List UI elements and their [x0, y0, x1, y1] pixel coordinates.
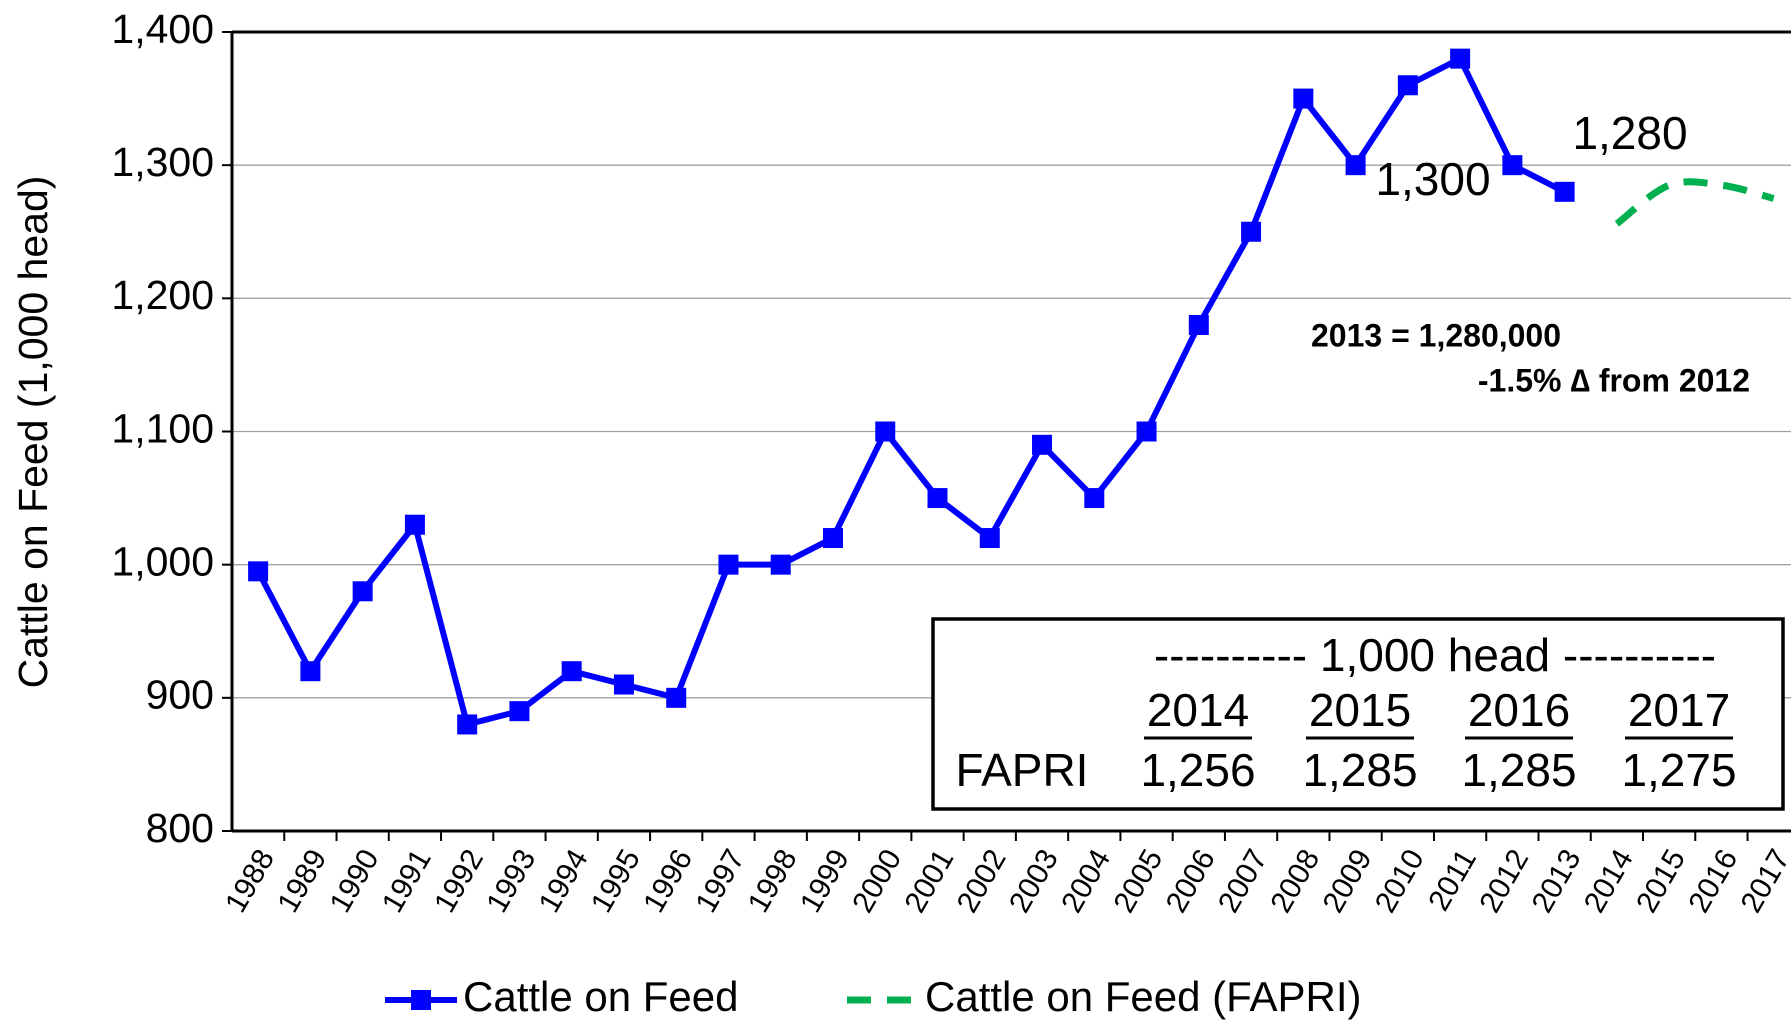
marker: [561, 661, 582, 682]
marker: [1136, 421, 1157, 442]
table-column: 2017: [1628, 684, 1730, 736]
marker: [509, 701, 530, 722]
marker: [300, 661, 321, 682]
marker: [457, 714, 478, 735]
x-tick-label: 2014: [1578, 844, 1640, 918]
marker: [248, 561, 269, 582]
marker: [1345, 155, 1366, 176]
marker: [770, 554, 791, 575]
x-tick-label: 2005: [1108, 844, 1170, 918]
table-column: 2015: [1309, 684, 1411, 736]
marker: [875, 421, 896, 442]
plot-area: [248, 48, 1775, 735]
table-row-label: FAPRI: [956, 744, 1089, 796]
x-tick-label: 2002: [951, 844, 1013, 918]
annotation: 2013 = 1,280,000: [1311, 317, 1561, 353]
x-tick-label: 2003: [1003, 844, 1065, 918]
x-tick-label: 1993: [480, 844, 542, 918]
marker: [1032, 434, 1053, 455]
annotation: 1,280: [1572, 107, 1687, 159]
x-tick-label: 2007: [1212, 844, 1274, 918]
marker: [1293, 88, 1314, 109]
x-tick-label: 1996: [637, 844, 699, 918]
marker: [979, 528, 1000, 549]
y-tick-label: 800: [146, 805, 214, 851]
annotation: 1,300: [1375, 153, 1490, 205]
x-tick-label: 2016: [1682, 844, 1744, 918]
table-cell: 1,285: [1461, 744, 1576, 796]
marker: [1397, 75, 1418, 96]
table-cell: 1,285: [1302, 744, 1417, 796]
marker: [666, 687, 687, 708]
x-tick-label: 1988: [219, 844, 281, 918]
x-tick-label: 1999: [794, 844, 856, 918]
x-tick-label: 2008: [1264, 844, 1326, 918]
y-tick-label: 1,400: [111, 6, 214, 52]
table-cell: 1,275: [1621, 744, 1736, 796]
table-box: [931, 617, 1785, 811]
marker: [822, 528, 843, 549]
x-tick-label: 2006: [1160, 844, 1222, 918]
x-tick-label: 2010: [1369, 844, 1431, 918]
legend-label: Cattle on Feed: [463, 973, 739, 1020]
annotation: -1.5% ∆ from 2012: [1478, 362, 1750, 398]
marker: [1450, 48, 1471, 69]
y-tick-label: 1,000: [111, 538, 214, 584]
x-tick-label: 1998: [742, 844, 804, 918]
legend-label: Cattle on Feed (FAPRI): [925, 973, 1362, 1020]
marker: [1084, 488, 1105, 509]
y-tick-label: 900: [146, 672, 214, 718]
table-column: 2014: [1147, 684, 1249, 736]
x-tick-label: 1989: [271, 844, 333, 918]
marker: [404, 514, 425, 535]
x-tick-label: 1992: [428, 844, 490, 918]
x-tick-label: 2000: [846, 844, 908, 918]
table-cell: 1,256: [1140, 744, 1255, 796]
x-tick-label: 2011: [1422, 844, 1483, 916]
x-tick-label: 2004: [1055, 844, 1117, 918]
marker: [1241, 221, 1262, 242]
x-tick-label: 2001: [898, 844, 960, 918]
x-tick-label: 2017: [1735, 844, 1791, 918]
x-tick-label: 1995: [585, 844, 647, 918]
y-tick-label: 1,300: [111, 139, 214, 185]
y-tick-label: 1,100: [111, 405, 214, 451]
x-tick-label: 1997: [689, 844, 751, 918]
marker: [1188, 314, 1209, 335]
y-tick-label: 1,200: [111, 272, 214, 318]
table-column: 2016: [1468, 684, 1570, 736]
x-tick-label: 2009: [1317, 844, 1379, 918]
legend-marker: [411, 990, 431, 1010]
x-tick-label: 2012: [1473, 844, 1535, 918]
series-line: [1614, 178, 1775, 227]
marker: [352, 581, 373, 602]
x-tick-label: 2013: [1526, 844, 1588, 918]
marker: [927, 488, 948, 509]
x-tick-label: 2015: [1630, 844, 1692, 918]
table-title: ---------- 1,000 head ----------: [1154, 629, 1716, 681]
marker: [1554, 181, 1575, 202]
x-tick-label: 1990: [324, 844, 386, 918]
x-tick-label: 1994: [533, 844, 595, 918]
x-tick-label: 1991: [376, 844, 438, 918]
marker: [613, 674, 634, 695]
y-axis-title: Cattle on Feed (1,000 head): [10, 176, 56, 689]
marker: [1502, 155, 1523, 176]
marker: [718, 554, 739, 575]
